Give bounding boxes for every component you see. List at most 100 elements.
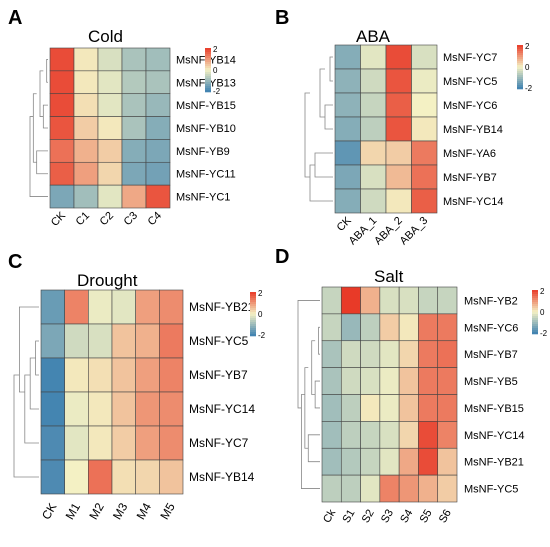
legend-swatch: [517, 73, 523, 76]
heatmap-cell: [64, 459, 89, 495]
heatmap-cell: [73, 184, 99, 209]
heatmap-cell: [88, 459, 113, 495]
dendrogram-branch: [319, 68, 325, 118]
dendrogram-branch: [13, 374, 39, 478]
heatmap-cell: [411, 92, 438, 118]
legend-swatch: [250, 334, 256, 337]
dendrogram-branch: [314, 380, 320, 409]
legend-swatch: [532, 326, 538, 329]
heatmap-cell: [418, 474, 439, 503]
legend-swatch: [517, 49, 523, 52]
heatmap-cell: [73, 93, 99, 117]
legend-swatch: [517, 71, 523, 74]
heatmap-cell: [159, 391, 184, 427]
heatmap-panel-d: D Salt MsNF-YB2 MsNF-YC6 MsNF-YB7 MsNF-YB5 MsN…: [275, 246, 548, 525]
heatmap-cell: [145, 93, 171, 117]
heatmap-cell: [385, 140, 412, 166]
heatmap-cell: [360, 447, 381, 476]
legend-swatch: [250, 302, 256, 305]
legend-swatch: [517, 47, 523, 50]
heatmap-cell: [340, 447, 361, 476]
heatmap-cell: [360, 188, 387, 214]
legend-swatch: [517, 83, 523, 86]
row-label: MsNF-YC7: [189, 436, 249, 450]
legend-tick-label: 0: [258, 310, 263, 319]
heatmap-cell: [121, 161, 147, 186]
dendrogram-branch: [307, 434, 320, 463]
heatmap-cell: [121, 93, 147, 117]
heatmap-cell: [73, 70, 99, 95]
dendrogram-branch: [297, 300, 320, 409]
row-dendrogram: [297, 300, 320, 489]
heatmap-cell: [145, 70, 171, 95]
heatmap-cell: [121, 47, 147, 72]
legend-swatch: [517, 69, 523, 72]
heatmap-cell: [340, 367, 361, 395]
heatmap-cell: [340, 340, 361, 368]
legend-swatch: [517, 67, 523, 70]
column-label: S5: [418, 508, 435, 526]
heatmap-cell: [73, 47, 99, 72]
heatmap-cell: [437, 367, 458, 395]
dendrogram-branch: [39, 70, 44, 117]
dendrogram-branch: [24, 374, 39, 444]
legend-swatch: [250, 332, 256, 335]
heatmap-cell: [64, 425, 89, 461]
heatmap-cell: [111, 459, 136, 495]
legend-swatch: [532, 314, 538, 317]
legend-swatch: [532, 306, 538, 309]
legend-swatch: [517, 55, 523, 58]
column-label: CK: [335, 214, 355, 234]
legend-swatch: [517, 45, 523, 48]
legend-swatch: [250, 330, 256, 333]
legend-swatch: [250, 314, 256, 317]
row-label: MsNF-YC6: [464, 322, 518, 334]
column-label: S6: [437, 508, 454, 526]
heatmap-cell: [121, 70, 147, 95]
row-label: MsNF-YB9: [176, 146, 230, 158]
legend-swatch: [250, 310, 256, 313]
legend-swatch: [532, 328, 538, 331]
panel-title: Drought: [77, 271, 138, 290]
heatmap-cell: [398, 474, 419, 503]
heatmap-cell: [385, 116, 412, 142]
heatmap-cell: [418, 447, 439, 476]
row-label: MsNF-YB2: [464, 295, 518, 307]
legend-swatch: [205, 78, 211, 81]
heatmap-cell: [385, 44, 412, 70]
heatmap-cell: [135, 459, 160, 495]
panel-title: Cold: [88, 27, 123, 46]
heatmap-cell: [398, 421, 419, 449]
heatmap-cell: [145, 161, 171, 186]
heatmap-cell: [97, 139, 123, 163]
heatmap-cell: [40, 391, 65, 427]
dendrogram-branch: [304, 92, 310, 178]
dendrogram-branch: [309, 164, 333, 202]
legend-swatch: [250, 292, 256, 295]
heatmap-cell: [340, 421, 361, 449]
heatmap-cell: [360, 116, 387, 142]
row-label: MsNF-YC14: [189, 402, 255, 416]
legend-tick-label: 0: [540, 308, 545, 317]
legend-swatch: [517, 53, 523, 56]
heatmap-cell: [97, 93, 123, 117]
heatmap-cell: [411, 140, 438, 166]
heatmap-cell: [418, 340, 439, 368]
heatmap-cell: [88, 323, 113, 359]
heatmap-cell: [49, 93, 75, 117]
color-legend: 2 0 -2: [532, 287, 548, 338]
heatmap-cell: [340, 394, 361, 422]
heatmap-cell: [398, 286, 419, 315]
legend-swatch: [532, 300, 538, 303]
heatmap-cell: [159, 425, 184, 461]
heatmap-cell: [398, 447, 419, 476]
heatmap-cell: [379, 340, 400, 368]
column-label: S1: [340, 508, 357, 526]
legend-swatch: [250, 312, 256, 315]
legend-swatch: [532, 330, 538, 333]
row-label: MsNF-YC1: [176, 192, 230, 204]
legend-swatch: [205, 56, 211, 59]
heatmap-cell: [97, 184, 123, 209]
heatmap-cell: [334, 188, 361, 214]
